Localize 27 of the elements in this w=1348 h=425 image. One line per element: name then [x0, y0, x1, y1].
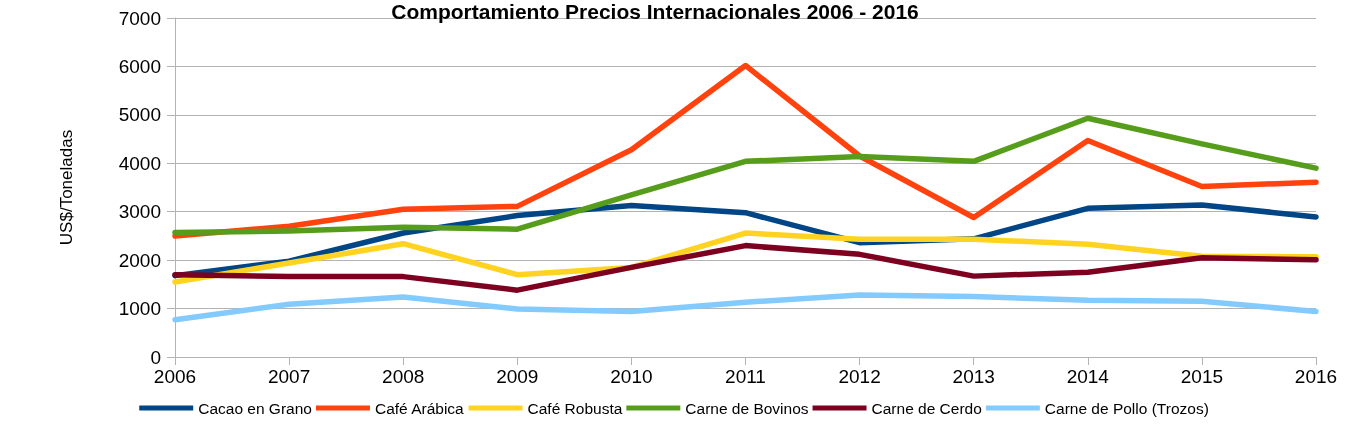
x-tick-label: 2011 [725, 366, 766, 387]
x-tick-label: 2013 [952, 366, 995, 387]
x-tick-label: 2015 [1180, 366, 1224, 387]
legend-label: Cacao en Grano [198, 399, 312, 417]
y-tick-label: 1000 [118, 298, 161, 320]
x-tick-label: 2009 [496, 366, 539, 387]
x-tick-label: 2014 [1066, 366, 1110, 387]
chart-title: Comportamiento Precios Internacionales 2006 - 2016 [391, 0, 919, 23]
y-tick-label: 7000 [118, 7, 161, 29]
x-tick-label: 2016 [1294, 366, 1338, 387]
y-tick-label: 3000 [118, 201, 161, 223]
y-tick-label: 4000 [118, 152, 161, 174]
legend-label: Café Robusta [527, 399, 623, 417]
legend-label: Carne de Pollo (Trozos) [1044, 399, 1209, 417]
y-tick-label: 2000 [118, 249, 161, 271]
y-axis-title: US$/Toneladas [57, 129, 76, 246]
legend-label: Carne de Bovinos [685, 399, 809, 417]
x-tick-label: 2008 [382, 366, 425, 387]
y-tick-label: 6000 [118, 55, 161, 77]
x-tick-label: 2007 [267, 366, 311, 387]
legend-label: Carne de Cerdo [871, 399, 982, 417]
x-tick-label: 2010 [610, 366, 653, 387]
y-tick-label: 5000 [118, 104, 161, 126]
x-tick-label: 2012 [838, 366, 881, 387]
legend-label: Café Arábica [374, 399, 465, 417]
x-tick-label: 2006 [153, 366, 197, 387]
y-tick-label: 0 [150, 346, 161, 368]
